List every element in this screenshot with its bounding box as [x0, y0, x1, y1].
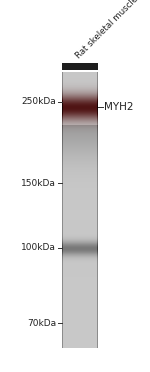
Text: 100kDa: 100kDa — [21, 244, 56, 253]
Text: MYH2: MYH2 — [104, 102, 134, 112]
Text: Rat skeletal muscle: Rat skeletal muscle — [74, 0, 140, 60]
Text: 70kDa: 70kDa — [27, 318, 56, 327]
Text: 150kDa: 150kDa — [21, 179, 56, 187]
Text: 250kDa: 250kDa — [21, 97, 56, 106]
